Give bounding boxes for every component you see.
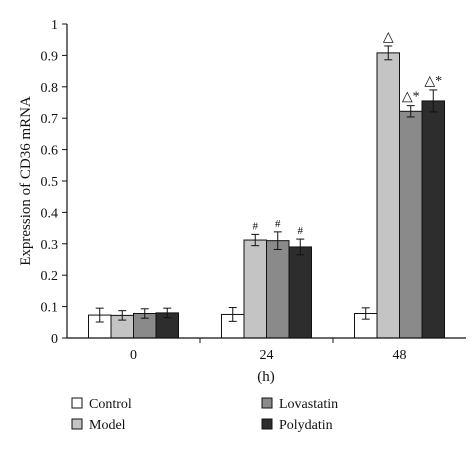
bar (399, 110, 423, 339)
y-tick-label: 0.9 (41, 49, 59, 64)
y-tick-label: 0.4 (41, 206, 59, 221)
significance-mark: # (253, 220, 259, 232)
significance-mark: △* (402, 90, 420, 105)
y-tick-label: 0.8 (41, 81, 59, 96)
y-tick-label: 0.7 (41, 112, 59, 127)
y-tick-label: 0 (51, 332, 58, 347)
legend-swatch (71, 418, 83, 430)
significance-mark: # (298, 225, 304, 237)
legend: Control Model Lovastatin Polydatin (71, 397, 338, 433)
x-tick-label: 48 (393, 348, 407, 363)
legend-swatch (261, 418, 273, 430)
bar (421, 100, 445, 339)
y-tick-label: 0.2 (41, 269, 59, 284)
bar (376, 52, 400, 339)
bars-layer (88, 52, 445, 339)
legend-label: Polydatin (279, 418, 333, 433)
legend-label: Lovastatin (279, 397, 338, 412)
x-tick-label: 0 (130, 348, 137, 363)
significance-mark: △* (424, 74, 442, 89)
legend-swatch (261, 397, 273, 409)
bar (243, 239, 267, 339)
y-tick-label: 0.6 (41, 144, 59, 159)
y-tick-label: 0.3 (41, 238, 59, 253)
annotations-layer: # # # △ △* △* (253, 30, 443, 237)
error-bars-layer (95, 45, 438, 323)
y-axis-title: Expression of CD36 mRNA (18, 96, 34, 266)
y-tick-label: 0.5 (41, 175, 59, 190)
legend-label: Model (89, 418, 126, 433)
bar (288, 246, 312, 339)
legend-swatch (71, 397, 83, 409)
x-tick-label: 24 (260, 348, 274, 363)
bar (266, 240, 290, 339)
y-tick-label: 0.1 (41, 301, 59, 316)
axes-layer: 0 0.1 0.2 0.3 0.4 0.5 0.6 0.7 0.8 0.9 1 0 24 48 (41, 18, 466, 363)
legend-label: Control (89, 397, 132, 412)
x-axis-title: (h) (257, 369, 275, 385)
significance-mark: # (275, 218, 281, 230)
significance-mark: △ (383, 30, 394, 45)
y-tick-label: 1 (51, 18, 58, 33)
